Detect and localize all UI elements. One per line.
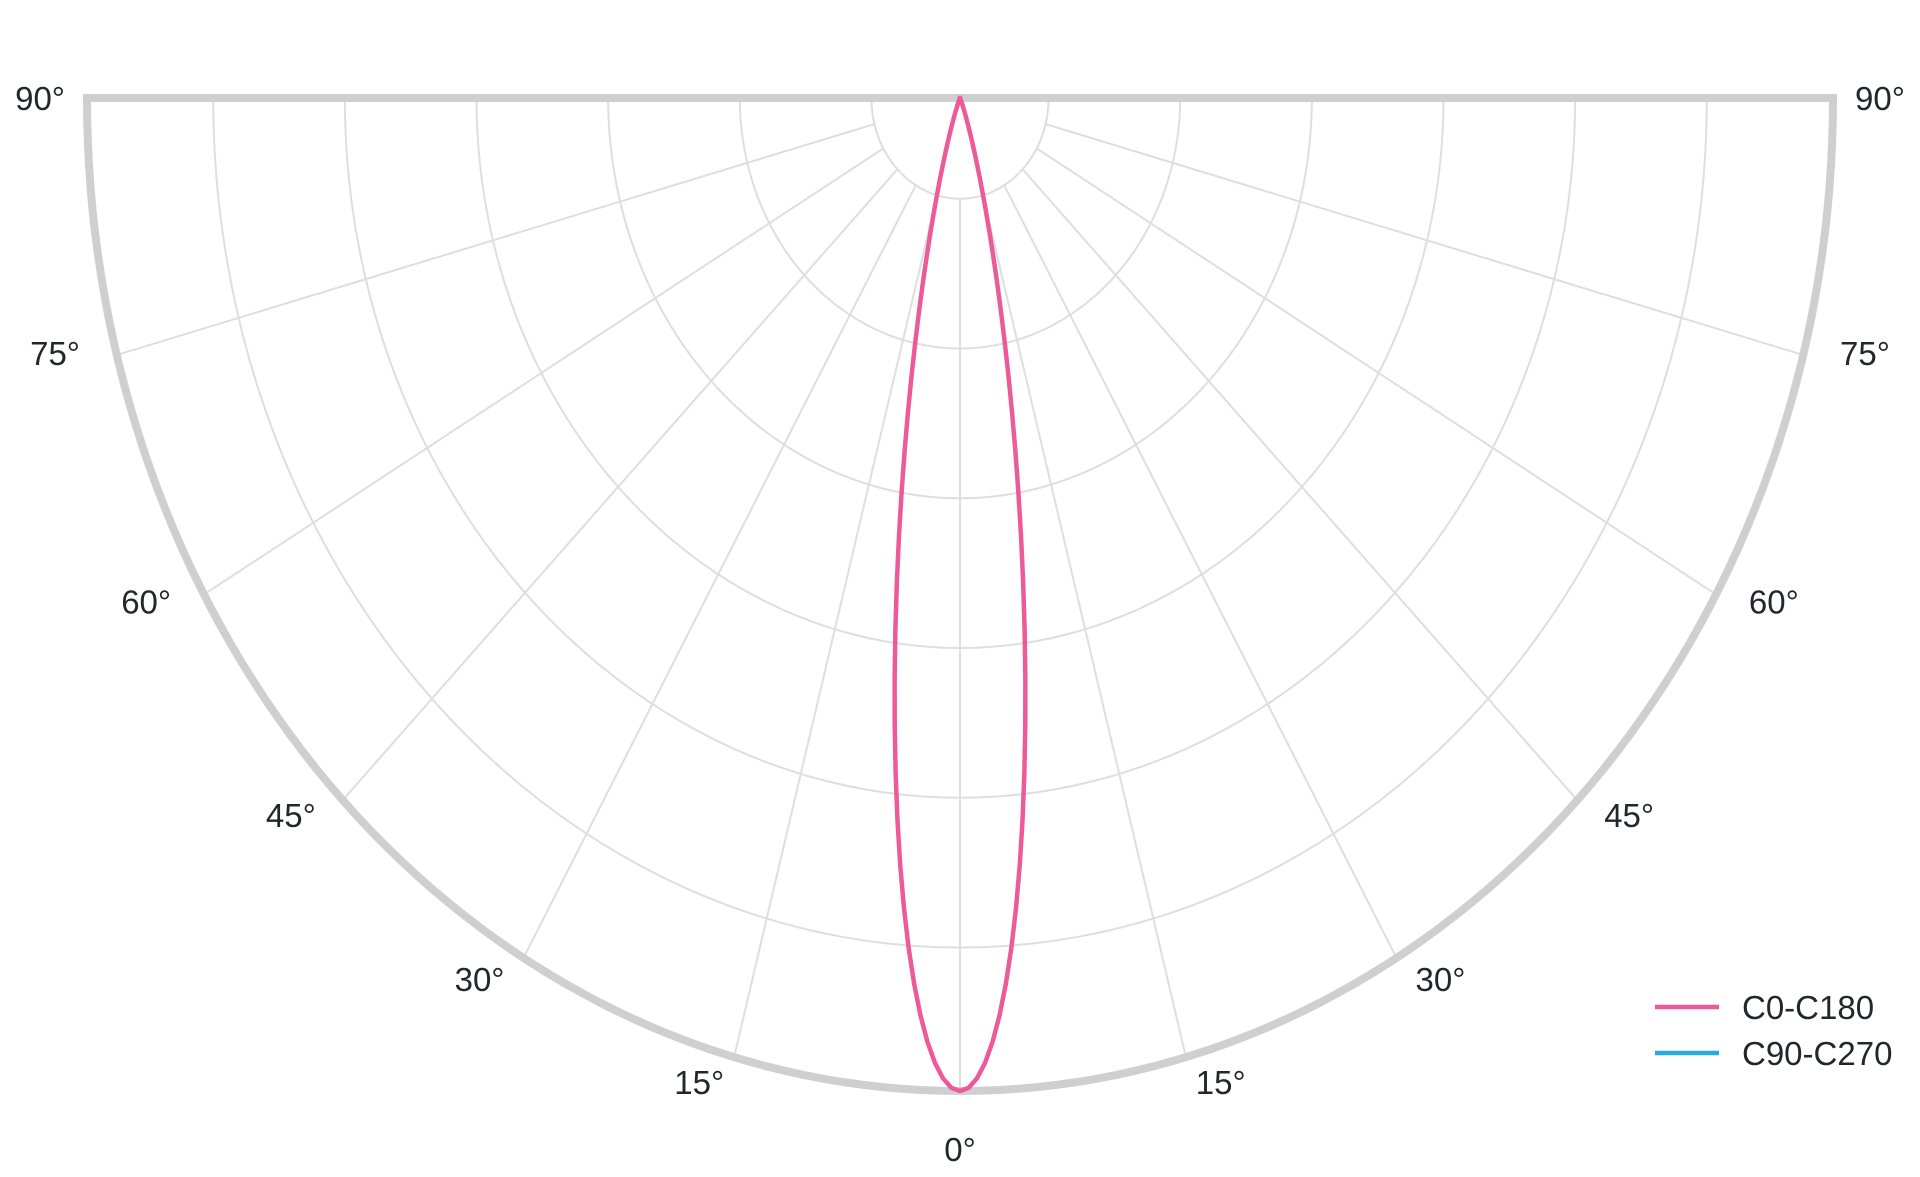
svg-text:60°: 60°	[1749, 584, 1799, 621]
svg-text:60°: 60°	[121, 584, 171, 621]
svg-text:90°: 90°	[15, 80, 65, 117]
svg-text:45°: 45°	[266, 797, 316, 834]
svg-text:C0-C180: C0-C180	[1742, 989, 1874, 1026]
svg-text:90°: 90°	[1855, 80, 1905, 117]
svg-text:0°: 0°	[944, 1131, 976, 1168]
svg-text:30°: 30°	[1416, 961, 1466, 998]
svg-text:C90-C270: C90-C270	[1742, 1035, 1892, 1072]
svg-text:75°: 75°	[1840, 335, 1890, 372]
svg-text:30°: 30°	[455, 961, 505, 998]
svg-text:15°: 15°	[1196, 1064, 1246, 1101]
svg-text:45°: 45°	[1604, 797, 1654, 834]
svg-text:75°: 75°	[30, 335, 80, 372]
svg-text:15°: 15°	[674, 1064, 724, 1101]
